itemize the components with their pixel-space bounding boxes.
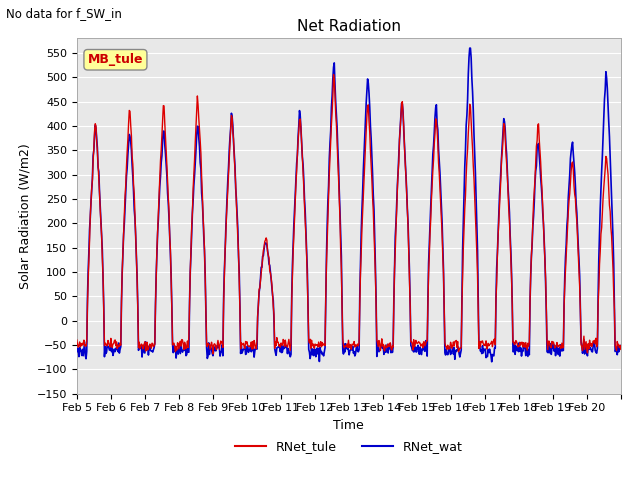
Y-axis label: Solar Radiation (W/m2): Solar Radiation (W/m2) [18, 143, 31, 289]
Text: MB_tule: MB_tule [88, 53, 143, 66]
Title: Net Radiation: Net Radiation [297, 20, 401, 35]
Legend: RNet_tule, RNet_wat: RNet_tule, RNet_wat [230, 435, 468, 458]
Text: No data for f_SW_in: No data for f_SW_in [6, 7, 122, 20]
X-axis label: Time: Time [333, 419, 364, 432]
